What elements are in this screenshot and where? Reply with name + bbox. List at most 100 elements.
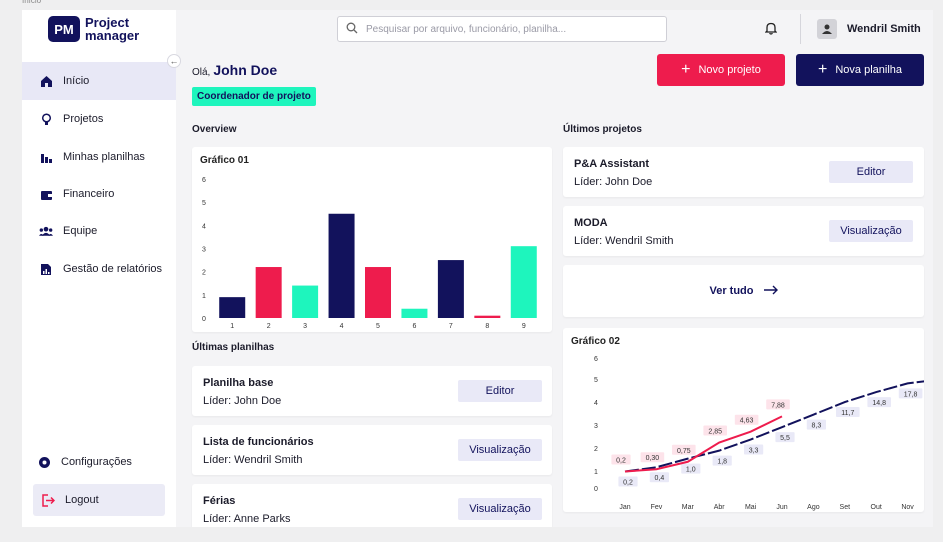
- x-tick-label: 3: [303, 323, 307, 330]
- x-tick-label: Mai: [745, 504, 757, 511]
- bell-icon[interactable]: [764, 22, 778, 38]
- bar: [437, 260, 464, 318]
- bar: [474, 315, 501, 318]
- sheet-card[interactable]: Lista de funcionários Líder: Wendril Smi…: [192, 425, 552, 475]
- data-label: 1,0: [686, 467, 696, 474]
- x-tick-label: Mar: [682, 504, 695, 511]
- project-action-button[interactable]: Editor: [829, 161, 913, 183]
- data-label-bg: [611, 454, 631, 465]
- sheet-card[interactable]: Planilha base Líder: John Doe Editor: [192, 366, 552, 416]
- sidebar-item-label: Gestão de relatórios: [63, 263, 163, 275]
- sidebar-item-planilhas[interactable]: Minhas planilhas: [22, 138, 176, 176]
- logo-line-1: Project: [85, 15, 130, 30]
- search-input[interactable]: Pesquisar por arquivo, funcionário, plan…: [337, 16, 667, 42]
- sidebar-item-configuracoes[interactable]: Configurações: [22, 443, 176, 481]
- data-label: 7,88: [771, 402, 785, 409]
- x-tick-label: 2: [267, 323, 271, 330]
- y-tick-label: 1: [594, 469, 598, 476]
- logout-button[interactable]: Logout: [33, 484, 165, 516]
- data-label-bg: [681, 463, 701, 474]
- bars-icon: [39, 150, 53, 164]
- logo-line-2: manager: [85, 28, 140, 43]
- data-label: 0,2: [623, 480, 633, 487]
- bar: [292, 285, 319, 318]
- sheet-card[interactable]: Férias Líder: Anne Parks Visualização: [192, 484, 552, 527]
- sidebar-item-inicio[interactable]: Início: [22, 62, 176, 100]
- sheet-action-button[interactable]: Visualização: [458, 498, 542, 520]
- data-label-bg: [775, 432, 795, 443]
- y-tick-label: 5: [594, 377, 598, 384]
- sidebar-item-relatorios[interactable]: Gestão de relatórios: [22, 250, 176, 288]
- y-tick-label: 1: [202, 293, 206, 300]
- x-tick-label: 9: [522, 323, 526, 330]
- y-tick-label: 4: [594, 400, 598, 407]
- data-label: 2,85: [708, 429, 722, 436]
- sidebar-item-projetos[interactable]: Projetos: [22, 100, 176, 138]
- sidebar-item-label: Financeiro: [63, 188, 115, 200]
- new-project-button[interactable]: + Novo projeto: [657, 54, 785, 86]
- data-label-bg: [734, 414, 759, 425]
- new-sheet-button[interactable]: + Nova planilha: [796, 54, 924, 86]
- data-label-bg: [712, 455, 732, 466]
- sidebar: PM Project manager Início Projetos Minha…: [22, 10, 176, 527]
- sheet-leader: Líder: Wendril Smith: [203, 454, 303, 466]
- sidebar-item-equipe[interactable]: Equipe: [22, 212, 176, 250]
- data-label: 4,63: [740, 418, 754, 425]
- data-label-bg: [836, 407, 860, 418]
- greeting: Olá, John Doe: [192, 62, 277, 78]
- x-tick-label: 1: [230, 323, 234, 330]
- data-label-bg: [766, 399, 790, 410]
- x-tick-label: Jun: [776, 504, 787, 511]
- logo-text: Project manager: [85, 16, 139, 42]
- arrow-right-icon: [763, 285, 778, 298]
- data-label: 0,4: [655, 475, 665, 482]
- x-tick-label: Ago: [807, 504, 820, 511]
- data-label-bg: [806, 419, 826, 430]
- data-label: 17,8: [904, 391, 918, 398]
- series-line: [624, 380, 924, 473]
- sidebar-item-label: Início: [63, 75, 90, 87]
- y-tick-label: 3: [594, 423, 598, 430]
- y-tick-label: 4: [202, 223, 206, 230]
- x-tick-label: Nov: [901, 504, 914, 511]
- project-action-button[interactable]: Visualização: [829, 220, 913, 242]
- x-tick-label: 7: [449, 323, 453, 330]
- user-name[interactable]: Wendril Smith: [847, 23, 921, 35]
- y-tick-label: 6: [594, 356, 598, 363]
- sheet-action-button[interactable]: Editor: [458, 380, 542, 402]
- see-all-label: Ver tudo: [709, 285, 754, 297]
- bar: [510, 246, 537, 318]
- sidebar-item-label: Projetos: [63, 113, 104, 125]
- overview-title: Overview: [192, 124, 237, 135]
- chart-01-card: Gráfico 01 0 1 2 3 4 5 6 1 2 3 4 5 6 7 8 9: [192, 147, 552, 332]
- see-all-button[interactable]: Ver tudo: [563, 265, 924, 317]
- y-tick-label: 0: [594, 486, 598, 493]
- data-label: 0,30: [646, 455, 660, 462]
- avatar[interactable]: [817, 19, 837, 39]
- chart-01-title: Gráfico 01: [200, 155, 249, 166]
- data-label-bg: [703, 425, 727, 436]
- project-card[interactable]: P&A Assistant Líder: John Doe Editor: [563, 147, 924, 197]
- header-divider: [800, 14, 801, 44]
- sheet-leader: Líder: Anne Parks: [203, 513, 291, 525]
- x-tick-label: Jan: [619, 504, 630, 511]
- greeting-prefix: Olá,: [192, 67, 211, 78]
- projects-title: Últimos projetos: [563, 124, 642, 135]
- plus-icon: +: [818, 61, 828, 78]
- wallet-icon: [39, 187, 53, 201]
- sidebar-item-financeiro[interactable]: Financeiro: [22, 175, 176, 213]
- sheet-action-button[interactable]: Visualização: [458, 439, 542, 461]
- collapse-sidebar-button[interactable]: ←: [167, 54, 181, 68]
- project-card[interactable]: MODA Líder: Wendril Smith Visualização: [563, 206, 924, 256]
- project-name: P&A Assistant: [574, 158, 649, 170]
- x-tick-label: 6: [412, 323, 416, 330]
- y-tick-label: 2: [202, 270, 206, 277]
- sheet-leader: Líder: John Doe: [203, 395, 282, 407]
- y-tick-label: 6: [202, 177, 206, 184]
- data-label: 1,8: [717, 459, 727, 466]
- x-tick-label: 5: [376, 323, 380, 330]
- data-label-bg: [744, 444, 764, 455]
- chart-02-card: Gráfico 02 0 1 2 3 4 5 6 Jan Fev Mar Abr Mai Jun Ago S…: [563, 328, 924, 512]
- data-label-bg: [867, 397, 891, 408]
- y-tick-label: 5: [202, 200, 206, 207]
